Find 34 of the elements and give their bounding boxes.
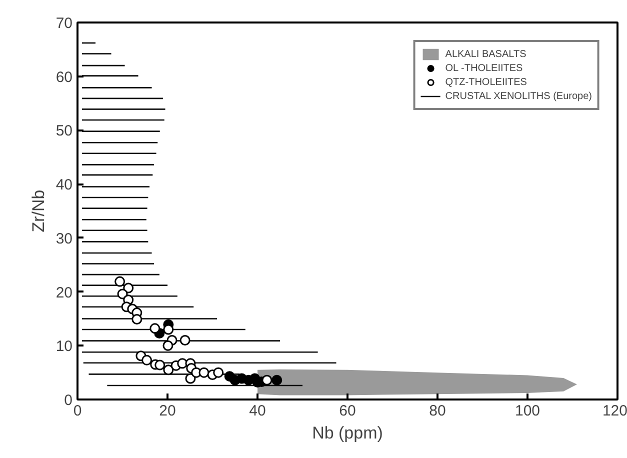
point xyxy=(142,354,152,366)
point xyxy=(162,340,174,351)
point xyxy=(198,367,210,378)
point xyxy=(154,360,166,370)
x-axis-title: Nb (ppm) xyxy=(312,424,383,442)
x-tick-label: 100 xyxy=(514,402,540,420)
point xyxy=(150,323,160,334)
y-tick-label: 30 xyxy=(56,230,73,248)
y-tick-label: 60 xyxy=(56,68,73,86)
point xyxy=(213,367,224,378)
y-tick-label: 40 xyxy=(56,176,73,194)
x-tick-label: 80 xyxy=(429,402,446,420)
x-tick-label: 120 xyxy=(602,402,627,420)
legend-label: QTZ-THOLEIITES xyxy=(445,76,527,89)
y-tick-label: 50 xyxy=(56,122,73,140)
y-tick-label: 10 xyxy=(56,338,73,356)
point xyxy=(262,374,272,386)
point xyxy=(272,374,282,386)
point xyxy=(180,335,190,346)
y-tick-label: 20 xyxy=(56,284,73,302)
point xyxy=(123,282,134,294)
x-tick-label: 60 xyxy=(339,402,356,420)
y-tick-label: 70 xyxy=(56,15,73,32)
point xyxy=(163,364,174,376)
legend-label: OL -THOLEIITES xyxy=(445,62,523,75)
point xyxy=(114,276,126,287)
point xyxy=(163,324,174,335)
legend-label: CRUSTAL XENOLITHS (Europe) xyxy=(445,90,592,103)
legend-label: ALKALI BASALTS xyxy=(445,48,526,61)
y-tick-label: 0 xyxy=(64,392,72,409)
x-tick-label: 20 xyxy=(159,402,176,420)
x-tick-label: 40 xyxy=(249,402,266,420)
y-axis-title: Zr/Nb xyxy=(28,190,48,232)
point xyxy=(132,314,142,324)
